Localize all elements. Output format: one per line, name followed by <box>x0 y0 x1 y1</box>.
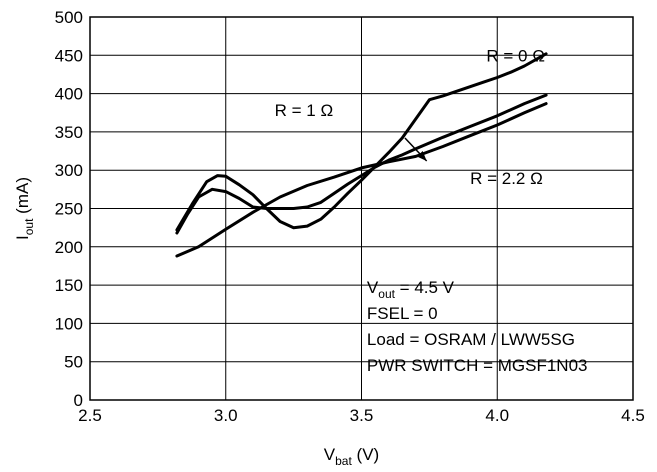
y-tick-label: 100 <box>55 314 83 333</box>
series-label-1: R = 0 Ω <box>486 46 545 65</box>
tick-labels: 2.5 3.0 3.5 4.0 4.5 0 50 100 150 200 250 300 350 400 4… <box>55 8 645 425</box>
series-line-1 <box>175 52 548 232</box>
x-tick-label: 3.0 <box>214 406 238 425</box>
y-tick-label: 250 <box>55 200 83 219</box>
y-tick-label: 500 <box>55 8 83 27</box>
series-label-3: R = 2.2 Ω <box>470 169 543 188</box>
y-tick-label: 0 <box>74 391 83 410</box>
condition-line-4: PWR SWITCH = MGSF1N03 <box>367 356 588 375</box>
condition-line-3: Load = OSRAM / LWW5SG <box>367 330 575 349</box>
y-tick-label: 300 <box>55 161 83 180</box>
y-tick-label: 150 <box>55 276 83 295</box>
condition-line-1: Vout = 4.5 V <box>367 278 455 301</box>
series-group <box>175 52 548 258</box>
y-tick-label: 350 <box>55 123 83 142</box>
x-tick-label: 4.5 <box>621 406 645 425</box>
x-tick-label: 3.5 <box>350 406 374 425</box>
y-tick-label: 400 <box>55 85 83 104</box>
y-axis-label: Iout (mA) <box>13 177 36 240</box>
x-tick-label: 2.5 <box>78 406 102 425</box>
x-tick-label: 4.0 <box>485 406 509 425</box>
y-tick-label: 450 <box>55 46 83 65</box>
series-label-2: R = 1 Ω <box>275 101 334 120</box>
condition-line-2: FSEL = 0 <box>367 304 438 323</box>
grid <box>89 16 634 401</box>
plot-frame <box>89 16 634 401</box>
y-tick-label: 50 <box>64 353 83 372</box>
series-line-3 <box>175 102 548 258</box>
y-tick-label: 200 <box>55 238 83 257</box>
annotations: R = 0 Ω R = 1 Ω R = 2.2 Ω Vout = 4.5 V FSEL … <box>275 46 588 374</box>
x-axis-label: Vbat (V) <box>324 445 379 468</box>
series-line-2 <box>175 93 548 235</box>
annotation-arrow-head <box>416 150 427 162</box>
